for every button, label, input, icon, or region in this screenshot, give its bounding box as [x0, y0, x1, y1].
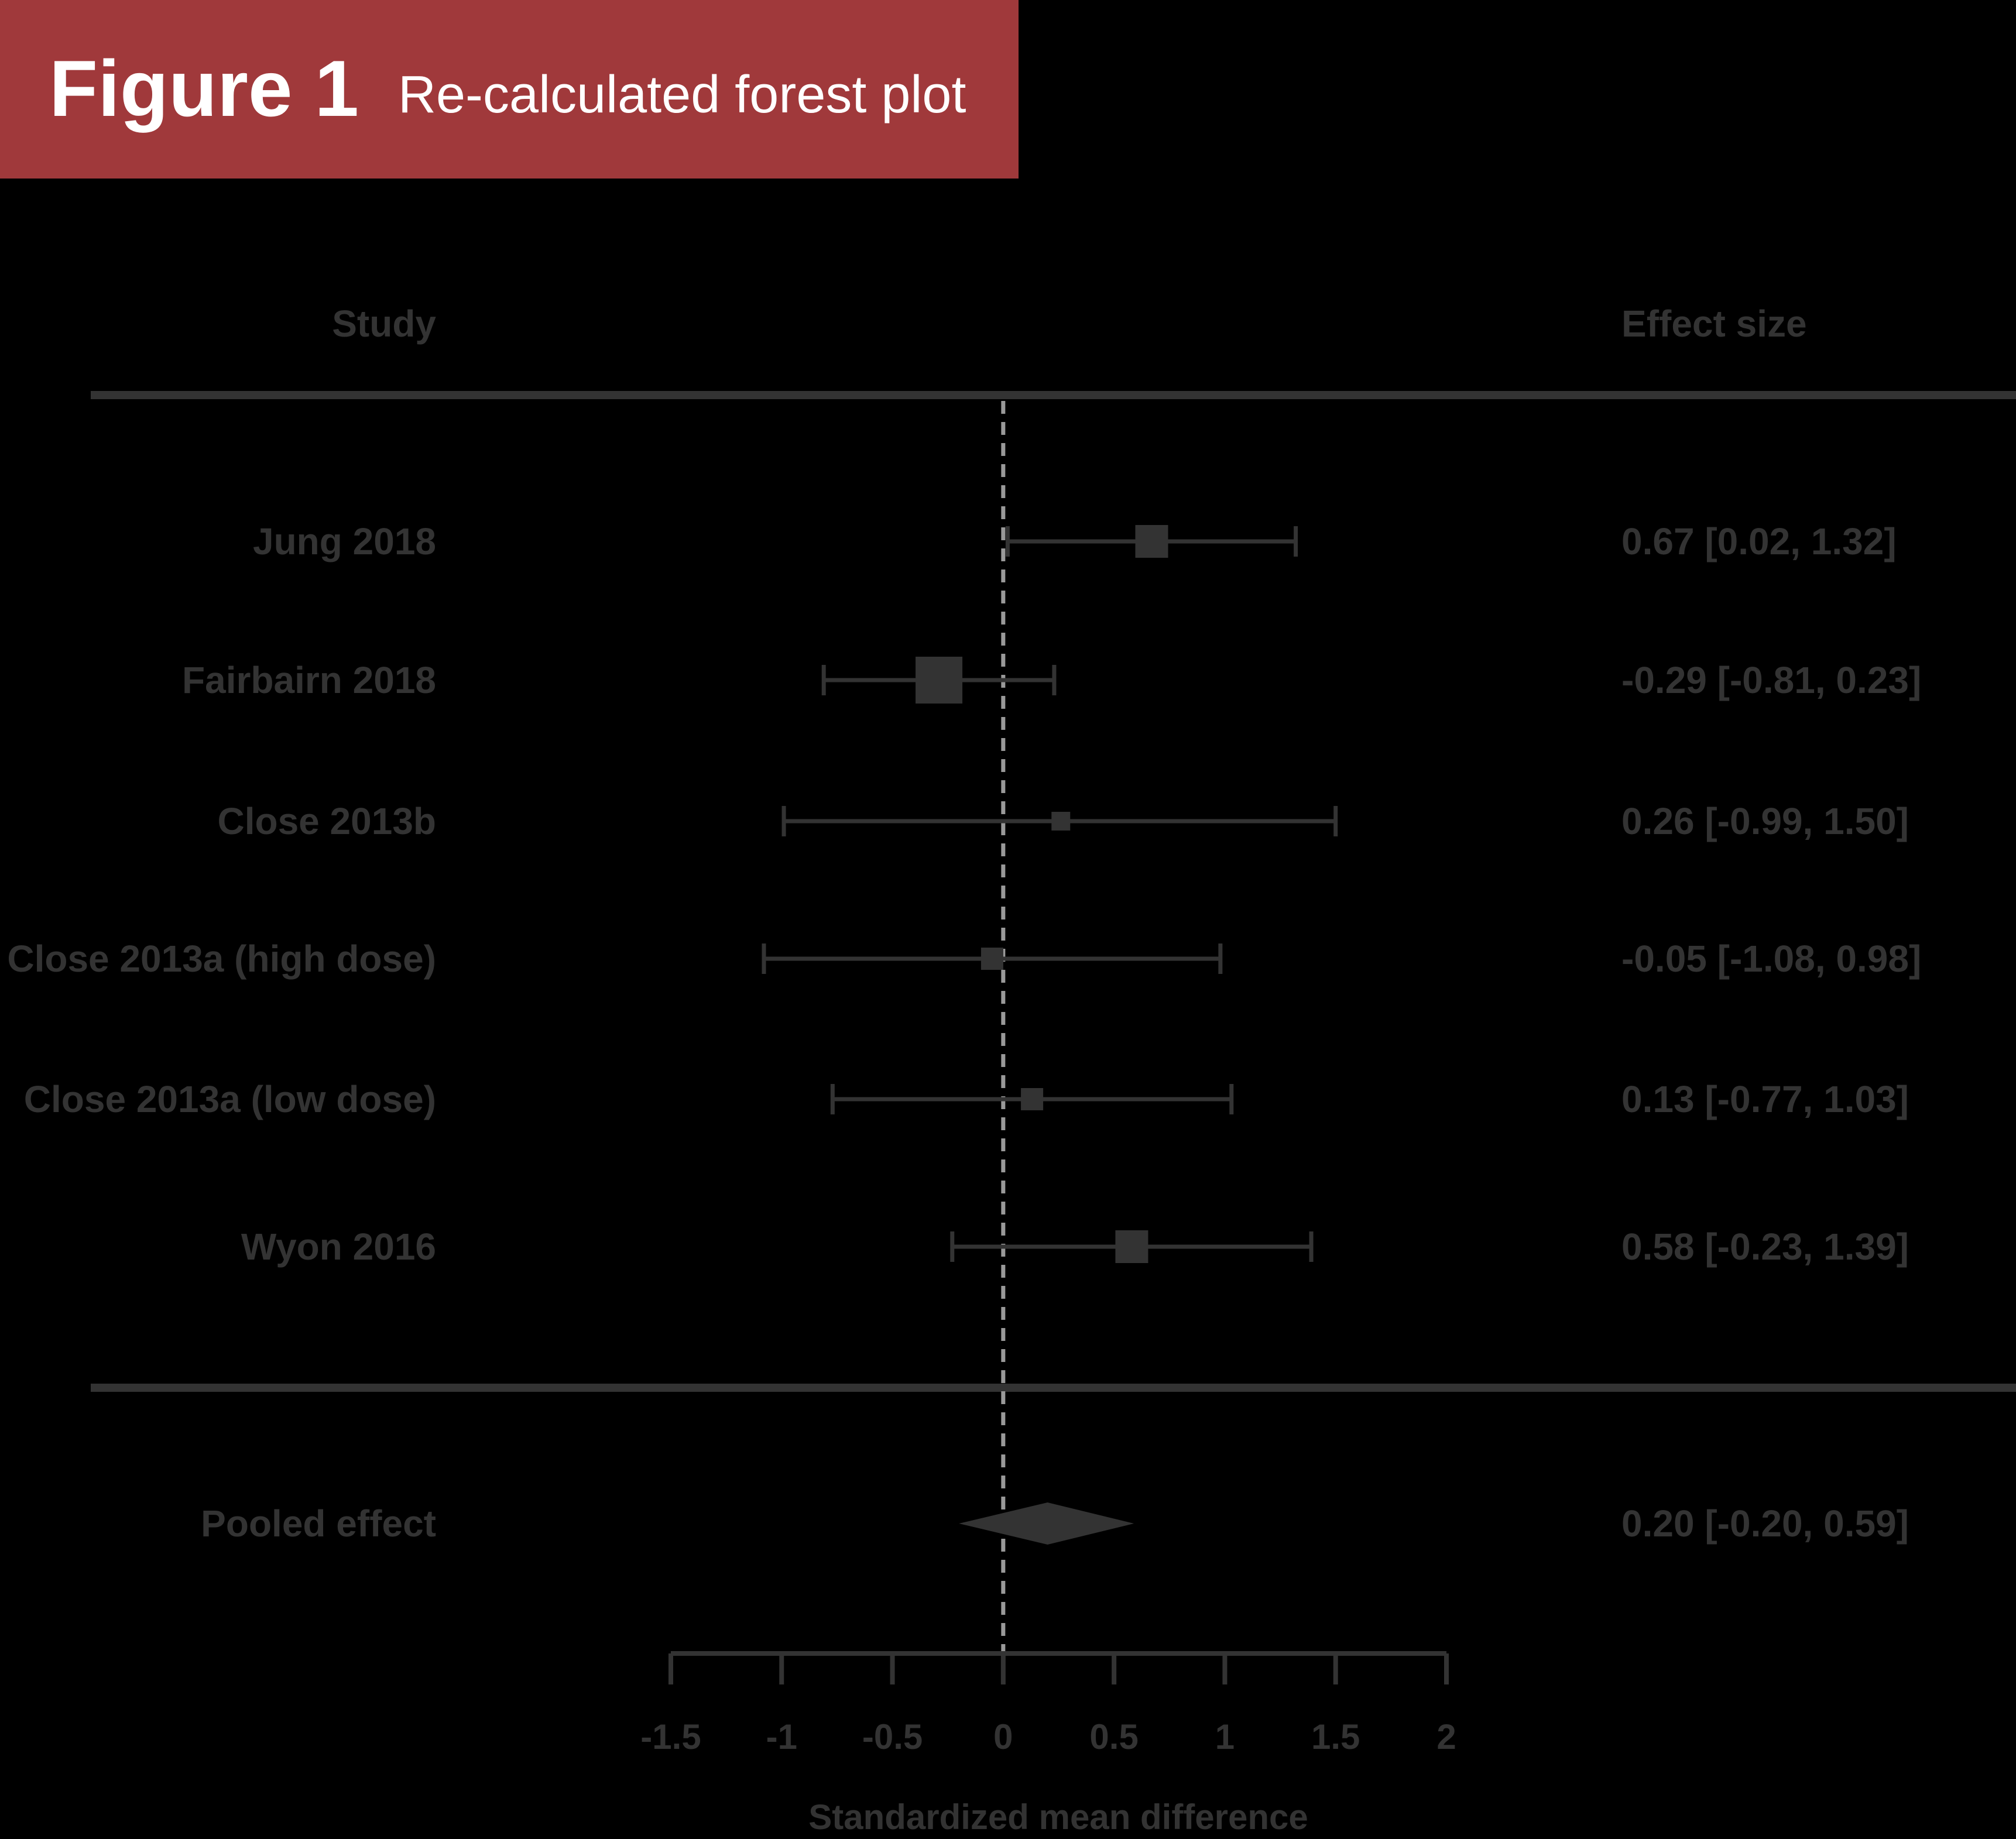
study-label: Close 2013a (low dose): [24, 1078, 436, 1120]
pooled-row: Pooled effect 0.20 [-0.20, 0.59]: [201, 1502, 1909, 1545]
point-estimate-marker: [1135, 525, 1168, 558]
study-row: Fairbairn 2018 -0.29 [-0.81, 0.23]: [182, 657, 1921, 704]
study-label: Close 2013b: [217, 800, 436, 842]
effect-size-label: 0.58 [-0.23, 1.39]: [1621, 1226, 1909, 1268]
effect-size-label: 0.26 [-0.99, 1.50]: [1621, 800, 1909, 842]
pooled-effect-label: 0.20 [-0.20, 0.59]: [1621, 1502, 1909, 1545]
study-row: Wyon 2016 0.58 [-0.23, 1.39]: [241, 1226, 1909, 1268]
figure-label: Figure 1: [49, 44, 359, 133]
study-row: Jung 2018 0.67 [0.02, 1.32]: [253, 520, 1897, 562]
study-row: Close 2013b 0.26 [-0.99, 1.50]: [217, 800, 1909, 842]
x-axis-label: Standardized mean difference: [808, 1797, 1308, 1837]
x-tick-label: 0: [993, 1717, 1013, 1756]
x-tick-label: -1.5: [640, 1717, 701, 1756]
study-label: Close 2013a (high dose): [7, 938, 436, 980]
pooled-label: Pooled effect: [201, 1502, 436, 1545]
x-tick-label: -0.5: [862, 1717, 923, 1756]
point-estimate-marker: [980, 948, 1003, 970]
x-tick-label: 2: [1436, 1717, 1456, 1756]
figure-title: Re-calculated forest plot: [398, 66, 966, 124]
effect-size-label: 0.13 [-0.77, 1.03]: [1621, 1078, 1909, 1120]
study-label: Jung 2018: [253, 520, 436, 562]
study-row: Close 2013a (low dose) 0.13 [-0.77, 1.03]: [24, 1078, 1909, 1120]
point-estimate-marker: [916, 657, 963, 704]
study-column-header: Study: [332, 303, 436, 345]
effect-size-label: -0.29 [-0.81, 0.23]: [1621, 659, 1921, 701]
study-label: Wyon 2016: [241, 1226, 436, 1268]
point-estimate-marker: [1051, 812, 1071, 831]
point-estimate-marker: [1115, 1230, 1148, 1263]
point-estimate-marker: [1021, 1088, 1044, 1110]
effect-size-label: -0.05 [-1.08, 0.98]: [1621, 938, 1921, 980]
x-tick-label: 0.5: [1089, 1717, 1138, 1756]
effect-size-column-header: Effect size: [1621, 303, 1807, 345]
effect-size-label: 0.67 [0.02, 1.32]: [1621, 520, 1897, 562]
pooled-diamond: [959, 1502, 1134, 1545]
x-tick-label: 1.5: [1311, 1717, 1360, 1756]
x-tick-label: 1: [1215, 1717, 1235, 1756]
figure-banner: [0, 0, 1019, 179]
x-tick-label: -1: [766, 1717, 797, 1756]
study-row: Close 2013a (high dose) -0.05 [-1.08, 0.9…: [7, 938, 1921, 980]
study-label: Fairbairn 2018: [182, 659, 436, 701]
